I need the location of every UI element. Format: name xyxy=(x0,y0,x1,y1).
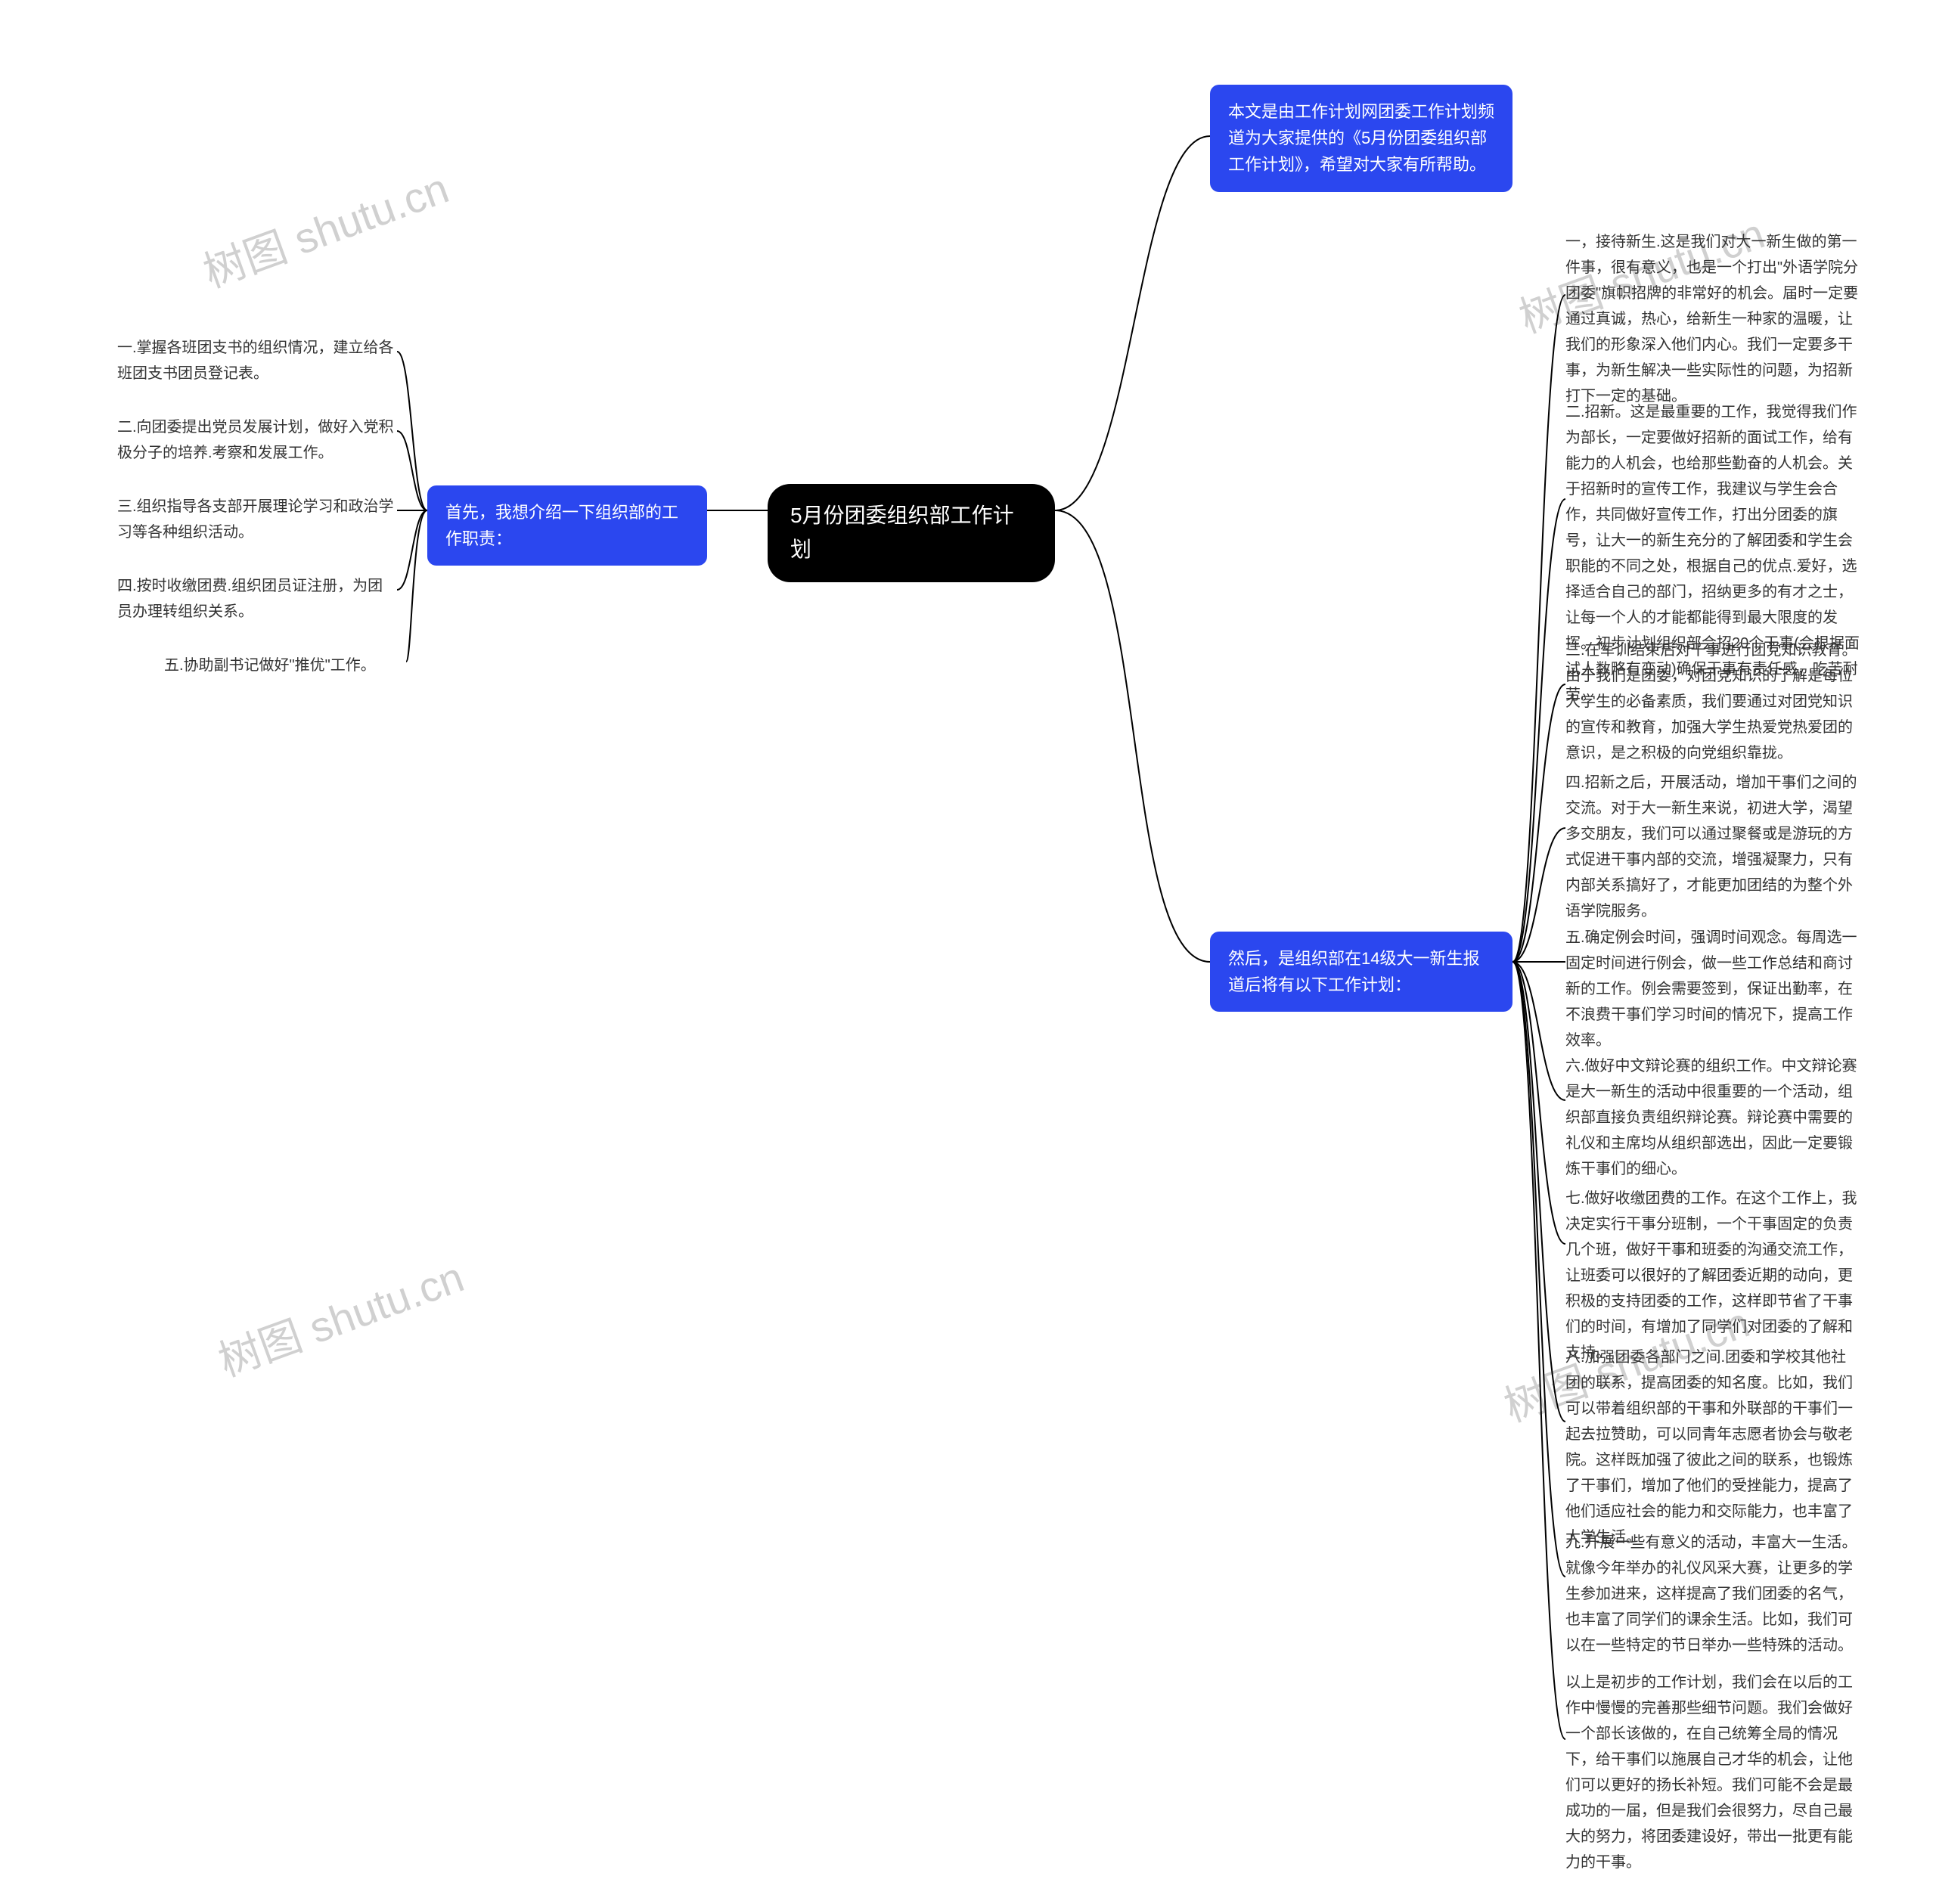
watermark-3: 树图 shutu.cn xyxy=(209,1243,471,1388)
leaf-left-5[interactable]: 五.协助副书记做好"推优"工作。 xyxy=(164,647,406,684)
leaf-left-4[interactable]: 四.按时收缴团费.组织团员证注册，为团员办理转组织关系。 xyxy=(117,567,397,631)
leaf-right-6[interactable]: 六.做好中文辩论赛的组织工作。中文辩论赛是大一新生的活动中很重要的一个活动，组织… xyxy=(1565,1047,1860,1188)
leaf-left-2[interactable]: 二.向团委提出党员发展计划，做好入党积极分子的培养.考察和发展工作。 xyxy=(117,408,397,472)
leaf-right-3[interactable]: 三.在军训结束后对干事进行团党知识教育。由于我们是团委，对团党知识的了解是每位大… xyxy=(1565,631,1860,772)
root-node[interactable]: 5月份团委组织部工作计划 xyxy=(768,484,1055,582)
leaf-left-3[interactable]: 三.组织指导各支部开展理论学习和政治学习等各种组织活动。 xyxy=(117,488,397,551)
leaf-right-4[interactable]: 四.招新之后，开展活动，增加干事们之间的交流。对于大一新生来说，初进大学，渴望多… xyxy=(1565,764,1860,930)
leaf-right-9[interactable]: 九.开展一些有意义的活动，丰富大一生活。就像今年举办的礼仪风采大赛，让更多的学生… xyxy=(1565,1524,1860,1664)
leaf-left-1[interactable]: 一.掌握各班团支书的组织情况，建立给各班团支书团员登记表。 xyxy=(117,329,397,392)
watermark-1: 树图 shutu.cn xyxy=(194,154,456,299)
leaf-right-10[interactable]: 以上是初步的工作计划，我们会在以后的工作中慢慢的完善那些细节问题。我们会做好一个… xyxy=(1565,1664,1860,1881)
leaf-right-5[interactable]: 五.确定例会时间，强调时间观念。每周选一固定时间进行例会，做一些工作总结和商讨新… xyxy=(1565,919,1860,1059)
main-node-intro[interactable]: 本文是由工作计划网团委工作计划频道为大家提供的《5月份团委组织部工作计划》，希望… xyxy=(1210,85,1512,192)
leaf-right-1[interactable]: 一，接待新生.这是我们对大一新生做的第一件事，很有意义，也是一个打出"外语学院分… xyxy=(1565,223,1860,415)
main-node-plan[interactable]: 然后，是组织部在14级大一新生报道后将有以下工作计划： xyxy=(1210,932,1512,1012)
main-node-duties[interactable]: 首先，我想介绍一下组织部的工作职责： xyxy=(427,485,707,566)
